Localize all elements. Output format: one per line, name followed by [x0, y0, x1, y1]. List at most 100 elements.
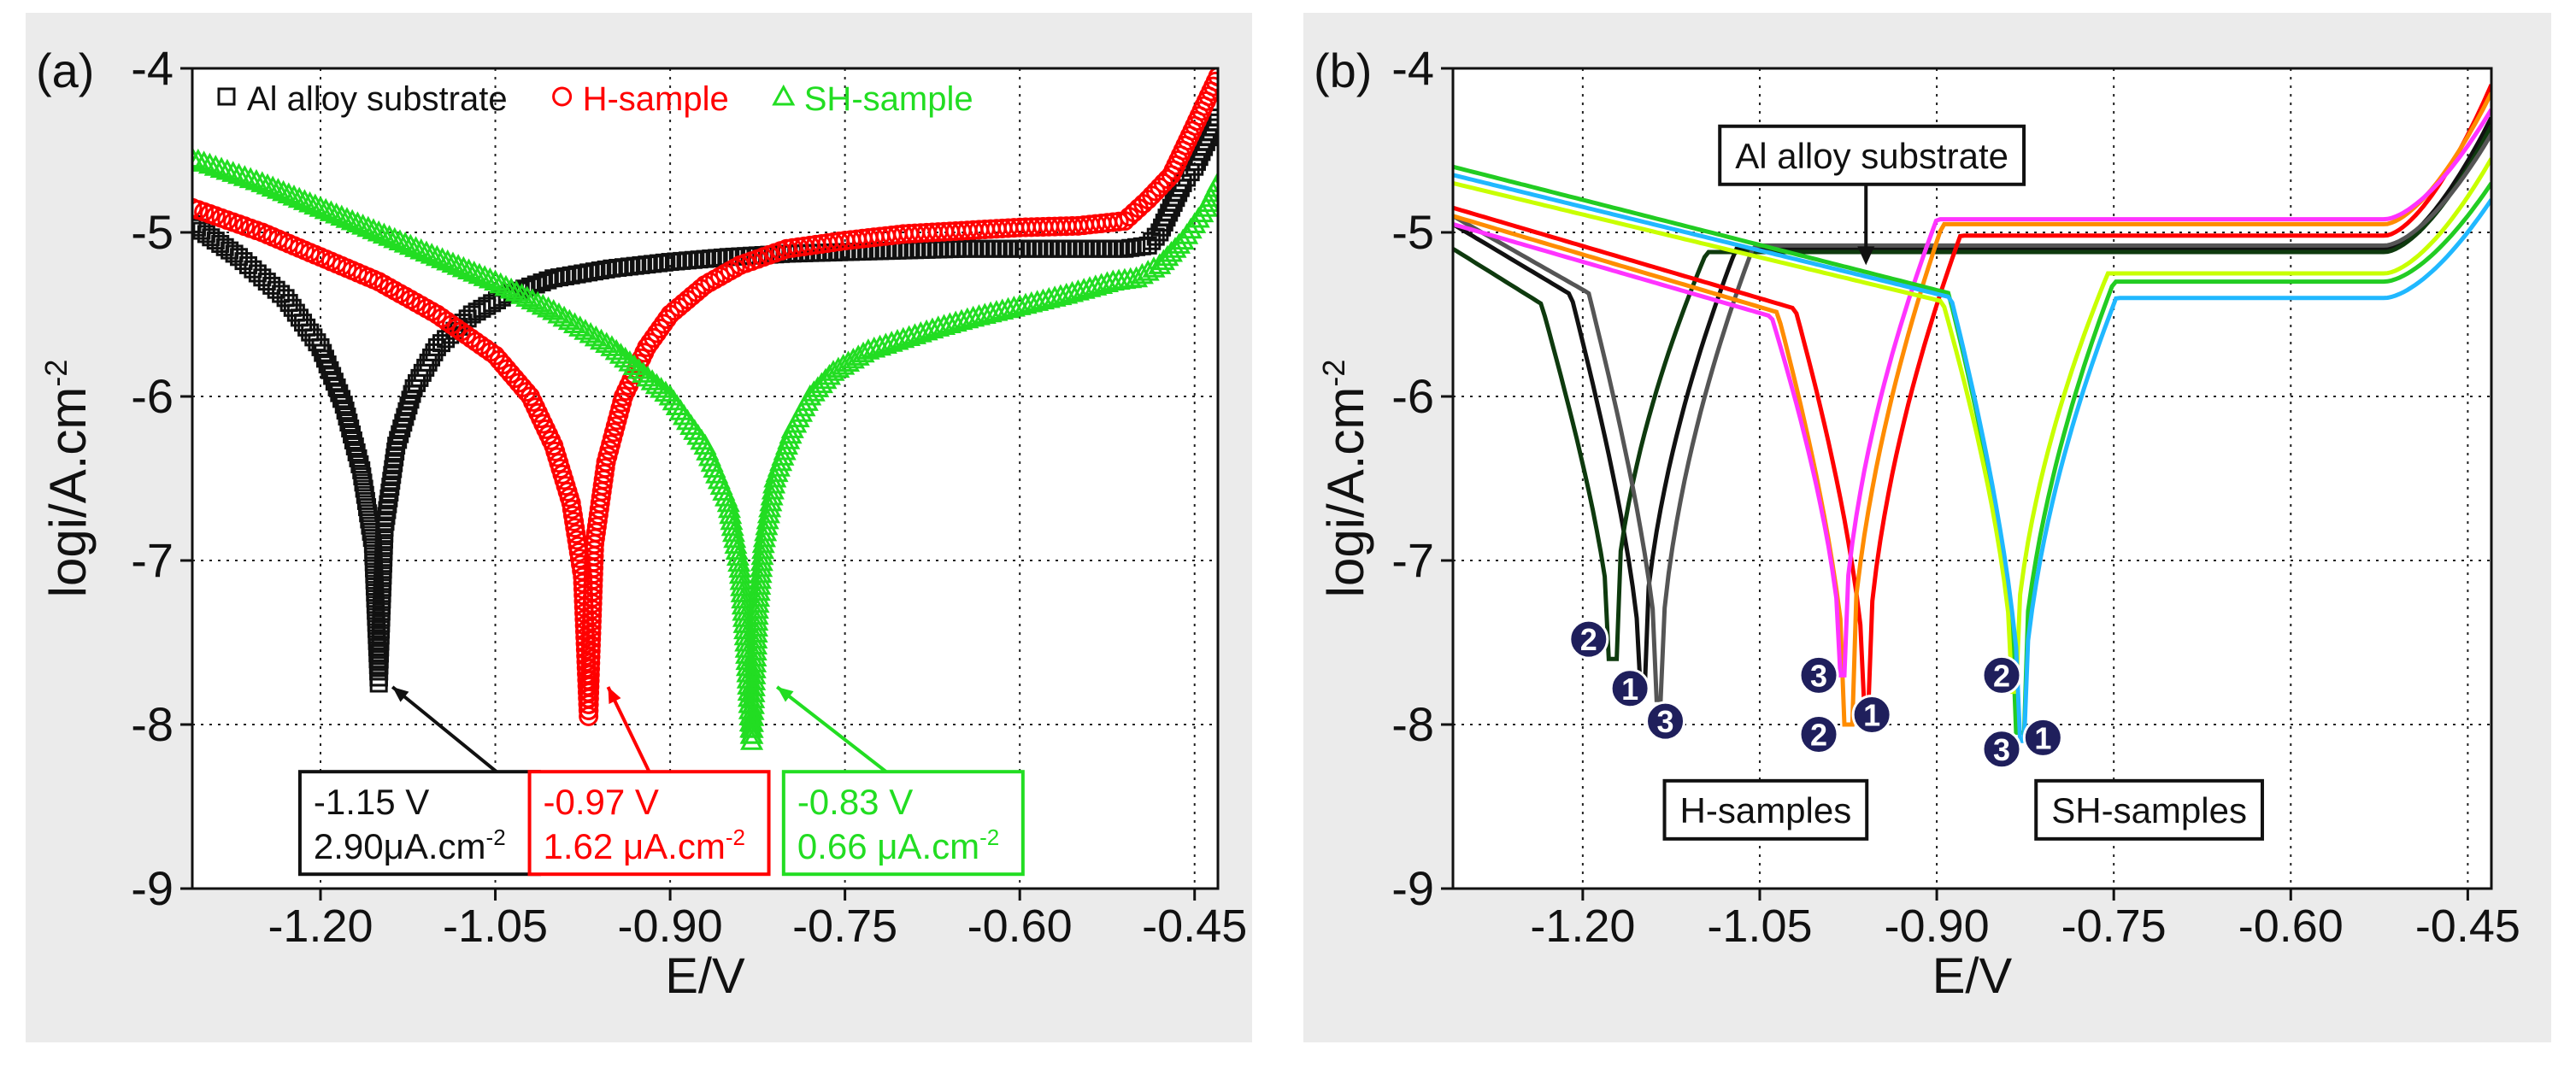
annotation-potential: -1.15 V: [314, 782, 429, 822]
data-point-triangle: [740, 711, 765, 732]
data-point-square: [532, 273, 551, 292]
series-number-badge: [1981, 729, 2022, 770]
data-point-triangle: [420, 243, 444, 264]
data-point-triangle: [745, 597, 769, 619]
data-point-triangle: [499, 277, 523, 299]
data-point-square: [350, 455, 369, 473]
series-number-label: 2: [1993, 658, 2010, 693]
panel-a: -1.20 -1.05 -0.90 -0.75 -0.60 -0.45 -9 -8 -7 -6 -5…: [26, 13, 1252, 1042]
x-axis-label: E/V: [665, 948, 745, 1004]
annotation-arrowhead: [777, 687, 794, 702]
data-point-square: [422, 348, 441, 367]
data-point-circle: [446, 318, 467, 338]
data-point-triangle: [644, 373, 668, 395]
data-point-square: [321, 361, 339, 379]
data-point-triangle: [335, 207, 359, 228]
annotation-arrow: [391, 685, 498, 773]
data-point-triangle: [589, 328, 614, 350]
series-number-badge: [1798, 714, 1839, 755]
y-tick-label: -6: [1391, 369, 1434, 423]
data-point-triangle: [654, 380, 678, 402]
data-point-triangle: [192, 146, 204, 168]
x-tick-label: -0.45: [2415, 901, 2520, 952]
data-point-square: [526, 275, 545, 294]
data-point-triangle: [745, 609, 769, 631]
data-point-triangle: [846, 344, 870, 366]
data-point-square: [318, 355, 337, 374]
data-point-triangle: [515, 285, 539, 307]
data-point-triangle: [744, 645, 768, 666]
data-point-square: [345, 437, 364, 455]
data-point-triangle: [745, 603, 769, 625]
data-point-triangle: [622, 354, 646, 376]
data-point-triangle: [731, 587, 755, 609]
data-layer: [192, 68, 1218, 750]
data-point-triangle: [552, 305, 576, 327]
data-point-triangle: [356, 215, 380, 238]
series-number-badge: [1851, 694, 1892, 735]
annotation-potential: -0.83 V: [797, 782, 913, 822]
annotation-current-superscript: -2: [979, 824, 999, 850]
y-tick-label: -7: [131, 533, 173, 587]
series-line: [1453, 125, 2491, 661]
group-label: SH-samples: [2051, 790, 2247, 830]
data-point-triangle: [542, 299, 566, 320]
data-point-square: [336, 402, 355, 420]
data-point-square: [1171, 179, 1190, 197]
data-point-triangle: [754, 519, 778, 542]
x-tick-label: -0.45: [1142, 901, 1247, 952]
data-point-triangle: [759, 490, 783, 512]
data-point-triangle: [277, 182, 301, 203]
data-point-triangle: [750, 543, 774, 566]
x-tick-label: -0.90: [1885, 901, 1990, 952]
data-point-triangle: [758, 496, 782, 518]
data-point-triangle: [640, 369, 664, 390]
data-point-triangle: [751, 531, 775, 554]
annotation-box: [527, 770, 771, 877]
data-point-triangle: [1206, 171, 1218, 192]
data-point-triangle: [510, 283, 534, 304]
data-point-triangle: [303, 193, 327, 215]
data-point-triangle: [756, 508, 779, 530]
data-point-square: [311, 337, 330, 356]
data-point-triangle: [378, 225, 402, 246]
data-point-triangle: [409, 238, 433, 260]
data-point-circle: [461, 328, 481, 349]
y-axis-label-text: logi/A.cm: [1317, 387, 1374, 598]
data-point-circle: [475, 338, 496, 359]
plot-frame: [191, 67, 1220, 890]
data-point-square: [1209, 109, 1218, 127]
plot-area: [1453, 68, 2491, 889]
data-point-triangle: [614, 346, 638, 368]
series-number-badge: [1981, 654, 2022, 695]
data-point-triangle: [351, 214, 375, 235]
data-point-square: [394, 414, 413, 432]
data-point-triangle: [744, 633, 768, 654]
data-point-triangle: [632, 361, 656, 383]
data-point-triangle: [197, 152, 221, 174]
data-point-triangle: [731, 593, 755, 615]
data-point-triangle: [256, 173, 279, 195]
data-point-square: [392, 419, 411, 437]
data-point-triangle: [740, 723, 764, 744]
data-point-circle: [1208, 68, 1218, 87]
data-point-square: [396, 408, 415, 426]
series-line: [1453, 132, 2491, 702]
y-axis-label-text: logi/A.cm: [39, 387, 97, 598]
data-point-square: [343, 425, 362, 444]
series-number-badge: [2022, 717, 2063, 758]
series-number-label: 3: [1657, 704, 1674, 739]
panel-label: (a): [36, 44, 94, 97]
data-point-triangle: [250, 171, 274, 192]
data-point-circle: [516, 382, 537, 402]
panel-b: -1.20 -1.05 -0.90 -0.75 -0.60 -0.45 -9 -8 -7 -6 -5…: [1303, 13, 2551, 1042]
data-point-triangle: [817, 363, 841, 385]
data-point-circle: [192, 197, 203, 218]
data-point-circle: [1109, 211, 1129, 232]
x-tick-label: -1.05: [443, 901, 548, 952]
series-line: [1453, 116, 2491, 695]
legend-entry: H-sample: [583, 80, 729, 118]
data-point-triangle: [741, 705, 765, 726]
data-point-triangle: [431, 247, 455, 268]
